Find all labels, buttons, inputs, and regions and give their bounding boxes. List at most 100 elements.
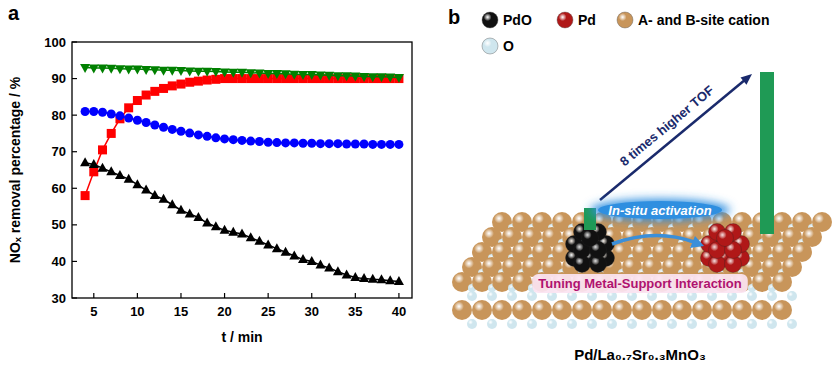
x-tick (268, 293, 269, 298)
oxygen-sphere (667, 319, 677, 329)
plot-frame (72, 42, 412, 298)
data-point (193, 212, 203, 221)
x-tick (180, 293, 181, 298)
y-tick-label: 50 (52, 217, 66, 232)
data-point (150, 87, 159, 96)
y-tick-label: 30 (52, 291, 66, 306)
x-tick-label: 20 (217, 304, 231, 319)
data-point (263, 239, 273, 248)
data-point (359, 273, 369, 282)
interface-label: Tuning Metal-Support Interaction (538, 276, 741, 291)
data-point (150, 121, 159, 130)
oxygen-sphere (527, 319, 537, 329)
data-point (272, 70, 282, 79)
x-tick (137, 293, 138, 298)
oxygen-sphere (507, 291, 517, 301)
data-point (307, 71, 317, 80)
y-tick (72, 188, 77, 189)
data-point (211, 221, 221, 230)
data-point (80, 157, 90, 166)
data-point (133, 96, 142, 105)
data-point (141, 66, 151, 75)
data-point (263, 70, 273, 79)
data-point (159, 123, 168, 132)
y-tick-label: 90 (52, 71, 66, 86)
data-point (228, 69, 238, 78)
data-point (106, 65, 116, 74)
cation-sphere (772, 300, 792, 320)
x-tick (355, 293, 356, 298)
data-point (159, 67, 169, 76)
data-point (176, 127, 185, 136)
data-point (167, 67, 177, 76)
data-point (385, 275, 395, 284)
data-point (307, 256, 317, 265)
oxygen-sphere (767, 319, 777, 329)
data-point (141, 185, 151, 194)
oxygen-sphere (787, 291, 797, 301)
data-point (377, 74, 386, 83)
y-tick-label: 40 (52, 254, 66, 269)
cation-sphere (592, 300, 612, 320)
data-point (386, 140, 395, 149)
y-tick (72, 115, 77, 116)
activation-glow (590, 199, 730, 221)
data-point (168, 81, 177, 90)
legend-label: Pd (578, 12, 596, 28)
data-point (167, 199, 177, 208)
data-point (342, 140, 351, 149)
legend-label: O (503, 38, 514, 54)
data-point (376, 73, 386, 82)
data-point (124, 66, 134, 75)
data-point (89, 107, 98, 116)
data-point (281, 70, 291, 79)
data-point (81, 107, 90, 116)
data-point (107, 110, 116, 119)
arrow-label: 8 times higher TOF (617, 83, 717, 170)
x-tick-label: 35 (348, 304, 362, 319)
cation-sphere (452, 300, 472, 320)
oxygen-sphere (647, 319, 657, 329)
legend-label: A- and B-site cation (638, 12, 769, 28)
data-point (237, 69, 247, 78)
pdo-cluster (566, 224, 615, 273)
data-point (376, 274, 386, 283)
data-point (237, 229, 247, 238)
legend-label: PdO (503, 12, 532, 28)
data-point (81, 191, 90, 200)
data-point (115, 111, 124, 120)
cation-sphere (732, 300, 752, 320)
data-point (203, 76, 212, 85)
data-point (368, 140, 377, 149)
data-point (194, 77, 203, 86)
data-point (246, 69, 256, 78)
data-point (315, 260, 325, 269)
data-point (194, 130, 203, 139)
data-point (368, 274, 378, 283)
x-tick (224, 293, 225, 298)
legend-swatch (482, 12, 498, 28)
data-point (394, 74, 403, 83)
data-point (272, 243, 282, 252)
data-point (220, 134, 229, 143)
data-point (124, 174, 134, 183)
data-point (368, 74, 377, 83)
oxygen-sphere (767, 291, 777, 301)
data-point (142, 91, 151, 100)
data-point (254, 236, 264, 245)
cation-sphere (752, 300, 772, 320)
data-point (350, 73, 360, 82)
cation-sphere (692, 300, 712, 320)
data-point (211, 68, 221, 77)
oxygen-sphere (607, 319, 617, 329)
oxygen-sphere (467, 319, 477, 329)
oxygen-sphere (727, 319, 737, 329)
arrow-head (690, 236, 704, 248)
data-point (185, 129, 194, 138)
data-point (168, 125, 177, 134)
cation-sphere (772, 272, 792, 292)
x-tick-label: 25 (261, 304, 275, 319)
data-point (394, 276, 404, 285)
cation-sphere (612, 300, 632, 320)
y-tick-label: 80 (52, 108, 66, 123)
